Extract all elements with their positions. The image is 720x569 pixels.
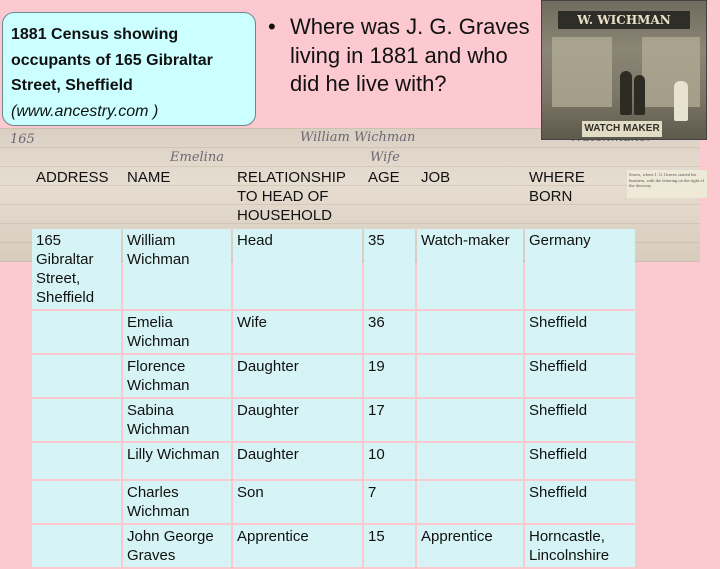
cell-name: John George Graves <box>123 525 231 567</box>
shop-photo: W. WICHMAN WATCH MAKER <box>541 0 707 140</box>
person-figure <box>674 81 688 121</box>
scan-text: William Wichman <box>300 130 416 145</box>
cell-address <box>32 355 121 397</box>
column-header: RELATIONSHIP TO HEAD OF HOUSEHOLD <box>237 169 346 224</box>
cell-born: Sheffield <box>525 443 635 479</box>
scan-text: Emelina <box>170 150 224 165</box>
question-bullet: • Where was J. G. Graves living in 1881 … <box>268 13 538 99</box>
table-row: Charles Wichman Son 7 Sheffield <box>32 481 635 523</box>
cell-job <box>417 443 523 479</box>
cell-relationship: Son <box>233 481 362 523</box>
column-header: JOB <box>421 169 451 186</box>
cell-address <box>32 443 121 479</box>
cell-born: Sheffield <box>525 311 635 353</box>
cell-address <box>32 311 121 353</box>
cell-name: Charles Wichman <box>123 481 231 523</box>
caption-line: occupants of 165 Gibraltar <box>11 51 213 69</box>
cell-born: Sheffield <box>525 481 635 523</box>
cell-name: Florence Wichman <box>123 355 231 397</box>
cell-born: Sheffield <box>525 399 635 441</box>
shop-window <box>552 37 612 107</box>
cell-job <box>417 481 523 523</box>
cell-job <box>417 355 523 397</box>
person-figure <box>620 71 632 115</box>
cell-job: Apprentice <box>417 525 523 567</box>
cell-born: Sheffield <box>525 355 635 397</box>
table-header-row: ADDRESS NAME RELATIONSHIP TO HEAD OF HOU… <box>32 166 635 227</box>
cell-relationship: Head <box>233 229 362 309</box>
cell-job <box>417 399 523 441</box>
cell-relationship: Daughter <box>233 443 362 479</box>
table-row: Lilly Wichman Daughter 10 Sheffield <box>32 443 635 479</box>
photo-note: Stores, where J. G. Graves started his b… <box>627 170 707 198</box>
cell-relationship: Wife <box>233 311 362 353</box>
scan-text: 165 <box>10 132 35 147</box>
cell-age: 10 <box>364 443 415 479</box>
cell-age: 7 <box>364 481 415 523</box>
caption-source: (www.ancestry.com ) <box>11 102 159 120</box>
column-header: NAME <box>127 169 171 186</box>
cell-name: William Wichman <box>123 229 231 309</box>
cell-born: Germany <box>525 229 635 309</box>
cell-address <box>32 481 121 523</box>
cell-name: Sabina Wichman <box>123 399 231 441</box>
cell-address <box>32 399 121 441</box>
column-header: AGE <box>368 169 400 186</box>
cell-age: 17 <box>364 399 415 441</box>
cell-relationship: Daughter <box>233 355 362 397</box>
question-text: Where was J. G. Graves living in 1881 an… <box>290 14 530 96</box>
cell-age: 35 <box>364 229 415 309</box>
caption-box: 1881 Census showing occupants of 165 Gib… <box>2 12 256 126</box>
person-figure <box>634 75 645 115</box>
table-row: Emelia Wichman Wife 36 Sheffield <box>32 311 635 353</box>
scan-text: Wife <box>370 150 400 165</box>
caption-line: 1881 Census showing <box>11 26 179 43</box>
cell-address <box>32 525 121 567</box>
cell-job: Watch-maker <box>417 229 523 309</box>
shop-sign: W. WICHMAN <box>558 11 690 29</box>
cell-name: Lilly Wichman <box>123 443 231 479</box>
column-header: WHERE BORN <box>529 169 585 205</box>
bullet-glyph: • <box>268 14 276 39</box>
shop-lower-sign: WATCH MAKER <box>582 121 662 137</box>
census-table: ADDRESS NAME RELATIONSHIP TO HEAD OF HOU… <box>30 164 637 569</box>
table-row: 165 Gibraltar Street, Sheffield William … <box>32 229 635 309</box>
cell-age: 15 <box>364 525 415 567</box>
cell-relationship: Apprentice <box>233 525 362 567</box>
column-header: ADDRESS <box>36 169 109 186</box>
cell-relationship: Daughter <box>233 399 362 441</box>
cell-job <box>417 311 523 353</box>
cell-address: 165 Gibraltar Street, Sheffield <box>32 229 121 309</box>
table-row: John George Graves Apprentice 15 Apprent… <box>32 525 635 567</box>
table-row: Florence Wichman Daughter 19 Sheffield <box>32 355 635 397</box>
shop-window <box>642 37 700 107</box>
cell-age: 36 <box>364 311 415 353</box>
cell-age: 19 <box>364 355 415 397</box>
cell-born: Horncastle, Lincolnshire <box>525 525 635 567</box>
caption-line: Street, Sheffield <box>11 77 133 94</box>
cell-name: Emelia Wichman <box>123 311 231 353</box>
table-row: Sabina Wichman Daughter 17 Sheffield <box>32 399 635 441</box>
